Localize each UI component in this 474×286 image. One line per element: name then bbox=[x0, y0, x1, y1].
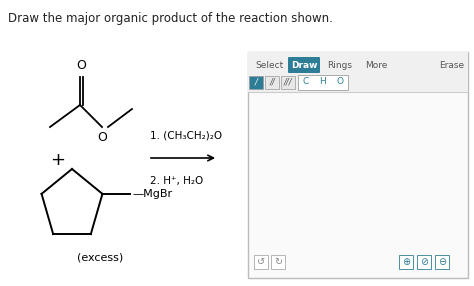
Text: O: O bbox=[337, 78, 344, 86]
Bar bbox=[298, 74, 348, 90]
Text: O: O bbox=[97, 131, 107, 144]
Text: /: / bbox=[255, 78, 257, 86]
Text: 1. (CH₃CH₂)₂O: 1. (CH₃CH₂)₂O bbox=[150, 130, 222, 140]
FancyBboxPatch shape bbox=[288, 57, 320, 73]
Text: —MgBr: —MgBr bbox=[132, 189, 173, 199]
Text: Rings: Rings bbox=[328, 61, 353, 69]
Bar bbox=[435, 255, 449, 269]
Bar bbox=[248, 52, 468, 278]
Text: (excess): (excess) bbox=[77, 253, 123, 263]
Text: H: H bbox=[319, 78, 327, 86]
Bar bbox=[249, 76, 263, 88]
Bar bbox=[248, 52, 468, 92]
Text: Draw: Draw bbox=[291, 61, 317, 69]
Bar bbox=[271, 255, 285, 269]
Text: ⊖: ⊖ bbox=[438, 257, 446, 267]
Text: ⊕: ⊕ bbox=[402, 257, 410, 267]
Text: More: More bbox=[365, 61, 387, 69]
Text: Erase: Erase bbox=[439, 61, 465, 69]
Text: ⊘: ⊘ bbox=[420, 257, 428, 267]
Text: 2. H⁺, H₂O: 2. H⁺, H₂O bbox=[150, 176, 203, 186]
Text: ↺: ↺ bbox=[257, 257, 265, 267]
Bar bbox=[281, 76, 295, 88]
Text: //: // bbox=[269, 78, 275, 86]
Bar bbox=[399, 255, 413, 269]
Bar bbox=[265, 76, 279, 88]
Bar bbox=[254, 255, 268, 269]
Text: O: O bbox=[77, 59, 86, 72]
Bar bbox=[417, 255, 431, 269]
Text: Select: Select bbox=[256, 61, 284, 69]
Text: Draw the major organic product of the reaction shown.: Draw the major organic product of the re… bbox=[8, 12, 333, 25]
Text: ↻: ↻ bbox=[274, 257, 282, 267]
Text: ///: /// bbox=[283, 78, 292, 86]
Text: +: + bbox=[51, 151, 65, 169]
Text: C: C bbox=[303, 78, 309, 86]
